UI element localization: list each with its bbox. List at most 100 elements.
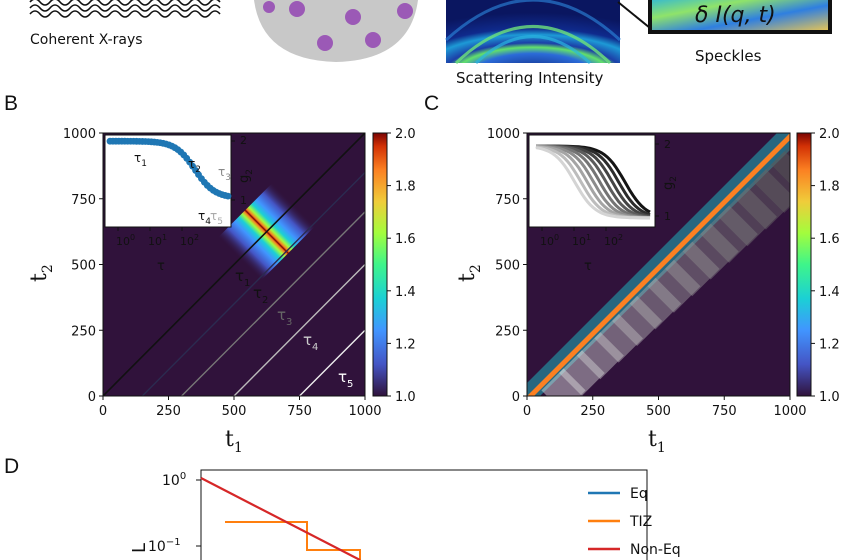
panel-c-inset-xtick-2: 102 [604,233,623,248]
panel-b-xtick-1: 250 [156,404,181,419]
panel-b-tau-label-4: τ4 [303,331,318,353]
panel-b-ytick-4: 1000 [63,127,96,142]
panel-b-ytick-2: 500 [71,259,96,274]
panel-c-inset-ylabel: g2 [661,176,679,190]
panel-b-ytick-3: 750 [71,193,96,208]
legend-eq-label: Eq [630,486,648,502]
panel-b-inset-xlabel: τ [157,259,165,274]
panel-b-inset-tau-4: τ4 [198,209,211,227]
panel-b-tau-label-3: τ3 [277,306,292,328]
panel-c-xtick-4: 1000 [773,404,806,419]
panel-c-ytick-2: 500 [495,259,520,274]
panel-b-colorbar-tick-2: 1.6 [395,232,416,247]
panel-b-tau-line-4 [233,264,365,396]
speckles-label: Speckles [695,47,762,65]
panel-c-colorbar: 2.0 1.8 1.6 1.4 1.2 1.0 [796,127,840,405]
panel-d-ylabel: L [129,543,150,553]
panel-c-xtick-0: 0 [523,404,531,419]
panel-c-inset-xtick-0: 100 [540,233,559,248]
panel-d-axes [200,469,648,560]
panel-b-inset-tau-2: τ2 [188,157,201,175]
panel-c-ytick-4: 1000 [487,127,520,142]
panel-c-inset-xlabel: τ [584,259,592,274]
panel-b-inset-ytick-1: 1 [240,194,247,207]
panel-b-tau-label-2: τ2 [253,284,268,306]
panel-b-ytick-0: 0 [88,390,96,405]
panel-b-inset-ylabel: g2 [237,169,255,183]
panel-b-xlabel: t1 [225,427,243,456]
panel-b-inset-tau-5: τ5 [210,209,223,227]
panel-b-inset-point [224,192,232,200]
panel-d-ytick-0: 100 [162,471,186,489]
panel-d-legend: Eq TIZ Non-Eq [588,486,681,558]
panel-c-xlabel: t1 [648,427,666,456]
scattering-label: Scattering Intensity [456,69,603,87]
zoom-connector [617,1,651,29]
panel-b-tau-line-5 [299,329,365,396]
speckle-formula: δ I(q, t) [695,3,776,28]
panel-c-ylabel: t2 [455,264,484,282]
panel-d-tiz-line [225,521,361,560]
scattering-pattern-image [444,0,622,65]
panel-c-inset-xtick-1: 101 [572,233,591,248]
panel-c-ytick-3: 750 [495,193,520,208]
panel-c-inset-ytick-0: 2 [664,138,671,151]
panel-b-colorbar-tick-1: 1.8 [395,180,416,195]
panel-b-tau-line-2 [141,171,365,396]
panel-c-ytick-1: 250 [495,324,520,339]
panel-c-colorbar-tick-5: 1.0 [819,390,840,405]
panel-c-window-square [665,241,720,297]
panel-b-xtick-4: 1000 [348,404,381,419]
panel-d-noneq-line [200,477,361,560]
panel-b-xtick-0: 0 [99,404,107,419]
panel-c-edge-line [527,133,790,396]
panel-c-inset [528,134,659,231]
panel-c-window-square [576,332,624,380]
panel-b-tau-line-3 [181,211,365,396]
panel-b-ytick-1: 250 [71,324,96,339]
panel-c-colorbar-tick-2: 1.6 [819,232,840,247]
panel-b-tau-label-1: τ1 [235,267,250,289]
xray-wave-icon [29,0,221,18]
panel-b-inset-xtick-2: 102 [180,233,199,248]
panel-c-inset-curve [535,146,650,220]
panel-c-window-square [735,169,790,230]
panel-c-xtick-3: 750 [712,404,737,419]
legend-noneq-label: Non-Eq [630,542,681,558]
panel-c-window-square [718,187,777,247]
panel-c-colorbar-tick-4: 1.2 [819,337,840,352]
panel-c-ytick-0: 0 [512,390,520,405]
panel-b-inset-tau-3: τ3 [218,165,231,183]
top-strip: Coherent X-rays Scattering Intensity δ I… [29,0,832,87]
panel-b-inset-xtick-0: 100 [116,233,135,248]
panel-b-xtick-2: 500 [222,404,247,419]
panel-b-colorbar-tick-5: 1.0 [395,390,416,405]
panel-b-xtick-3: 750 [287,404,312,419]
panel-d-plot: 100 10−1 L Eq TIZ Non-Eq [129,469,681,560]
panel-b-inset: τ1 τ2 τ3 τ4 τ5 [104,134,235,231]
panel-b-colorbar-tick-0: 2.0 [395,127,416,142]
panel-b-tau-line-1 [103,133,365,396]
panel-b-colorbar-tick-4: 1.2 [395,337,416,352]
panel-c-colorbar-tick-3: 1.4 [819,285,840,300]
panel-letter-b: B [4,92,18,115]
panel-b-inset-ytick-0: 2 [240,134,247,147]
panel-c-window-square [753,151,790,213]
sample-disk-icon [254,0,418,62]
panel-b-inset-xtick-1: 101 [148,233,167,248]
panel-c-window-square [771,145,790,184]
panel-c-inset-ytick-1: 1 [664,210,671,223]
panel-c-window-square [541,368,586,396]
panel-c-heatmap: 0 250 500 750 1000 0 250 500 750 1000 100 101 10… [487,127,807,419]
panel-letter-c: C [424,92,439,115]
panel-c-colorbar-tick-1: 1.8 [819,180,840,195]
legend-tiz-label: TIZ [629,514,652,530]
panel-b-inset-tau-1: τ1 [134,151,147,169]
panel-c-colorbar-tick-0: 2.0 [819,127,840,142]
panel-b-ylabel: t2 [27,264,56,282]
speckles-image: δ I(q, t) [648,0,832,34]
panel-c-window-square [612,295,663,346]
panel-b-colorbar-tick-3: 1.4 [395,285,416,300]
